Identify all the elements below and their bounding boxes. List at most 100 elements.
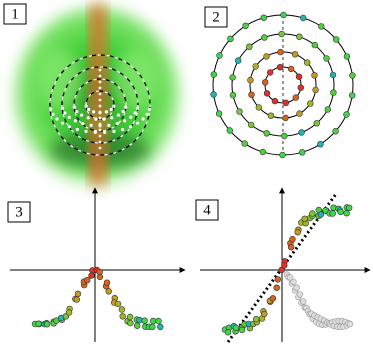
dot <box>297 111 303 117</box>
dot <box>256 105 262 111</box>
dot <box>248 77 254 83</box>
dot <box>290 236 296 242</box>
dot <box>246 44 252 50</box>
roi-point <box>117 114 120 117</box>
dot <box>296 34 302 40</box>
roi-point <box>68 116 71 119</box>
roi-point <box>110 108 113 111</box>
dot <box>283 115 289 121</box>
roi-point <box>99 75 102 78</box>
dot <box>300 15 306 21</box>
ring-diagram <box>211 12 356 158</box>
roi-point <box>110 116 113 119</box>
roi-point <box>103 131 106 134</box>
roi-point <box>134 111 137 114</box>
dot <box>278 49 284 55</box>
dot <box>217 53 223 59</box>
dot <box>264 130 270 136</box>
dot <box>333 37 339 43</box>
roi-point <box>87 116 90 119</box>
dot <box>291 279 297 285</box>
dot <box>89 273 95 279</box>
dot <box>104 280 110 286</box>
page: 1 2 3 4 (() => { const data = JSON.parse… <box>0 0 373 347</box>
brain-image <box>11 5 183 190</box>
dot <box>127 320 133 326</box>
panel-label: 2 <box>205 7 227 27</box>
roi-point <box>61 122 64 125</box>
roi-point <box>85 105 88 108</box>
panel-label: 4 <box>196 200 218 220</box>
roi-point <box>76 128 79 131</box>
dot <box>275 277 281 283</box>
dot <box>296 74 302 80</box>
roi-point <box>99 93 102 96</box>
roi-point <box>94 118 97 121</box>
dot <box>249 92 255 98</box>
dot <box>295 229 301 235</box>
dot <box>283 100 289 106</box>
dot <box>298 85 304 91</box>
roi-point <box>80 114 83 117</box>
dot <box>115 301 121 307</box>
roi-point <box>49 108 52 111</box>
roi-point <box>73 106 76 109</box>
dot <box>264 54 270 60</box>
roi-point <box>99 147 102 150</box>
roi-point <box>90 124 93 127</box>
dot <box>302 216 308 222</box>
dot <box>293 95 299 101</box>
dot <box>270 295 276 301</box>
dot <box>261 311 267 317</box>
panel-number: 1 <box>11 6 19 22</box>
roi-point <box>84 130 87 133</box>
dot <box>261 15 267 21</box>
dot <box>227 128 233 134</box>
dot <box>264 90 270 96</box>
dot <box>346 205 352 211</box>
dot <box>120 313 126 319</box>
dot <box>299 149 305 155</box>
dot <box>324 56 330 62</box>
dot <box>211 72 217 78</box>
dot <box>157 324 163 330</box>
dot <box>279 31 285 37</box>
roi-point <box>99 135 102 138</box>
roi-point <box>124 106 127 109</box>
dot <box>318 24 324 30</box>
dot <box>277 64 283 70</box>
roi-point <box>105 110 108 113</box>
dot <box>274 285 280 291</box>
roi-point <box>74 119 77 122</box>
dot <box>307 101 313 107</box>
dot <box>239 327 245 333</box>
dot <box>347 321 353 327</box>
dot <box>344 112 350 118</box>
roi-point <box>116 122 119 125</box>
dot <box>66 310 72 316</box>
dot <box>268 113 274 119</box>
dot <box>233 325 239 331</box>
dot <box>344 54 350 60</box>
dot <box>288 66 294 72</box>
roi-point <box>99 105 102 108</box>
panel-number: 4 <box>203 202 211 218</box>
dot <box>150 318 156 324</box>
dot <box>248 122 254 128</box>
roi-point <box>63 111 66 114</box>
dot <box>211 92 217 98</box>
dot <box>262 79 268 85</box>
dot <box>312 42 318 48</box>
roi-point <box>81 122 84 125</box>
dot <box>349 93 355 99</box>
roi-point <box>129 125 132 128</box>
dot <box>225 329 231 335</box>
panel-label: 1 <box>4 4 26 24</box>
dot <box>75 291 81 297</box>
roi-point <box>68 125 71 128</box>
roi-point <box>145 113 148 116</box>
roi-point <box>112 105 115 108</box>
dot <box>350 73 356 79</box>
dot <box>304 60 310 66</box>
dot <box>281 133 287 139</box>
